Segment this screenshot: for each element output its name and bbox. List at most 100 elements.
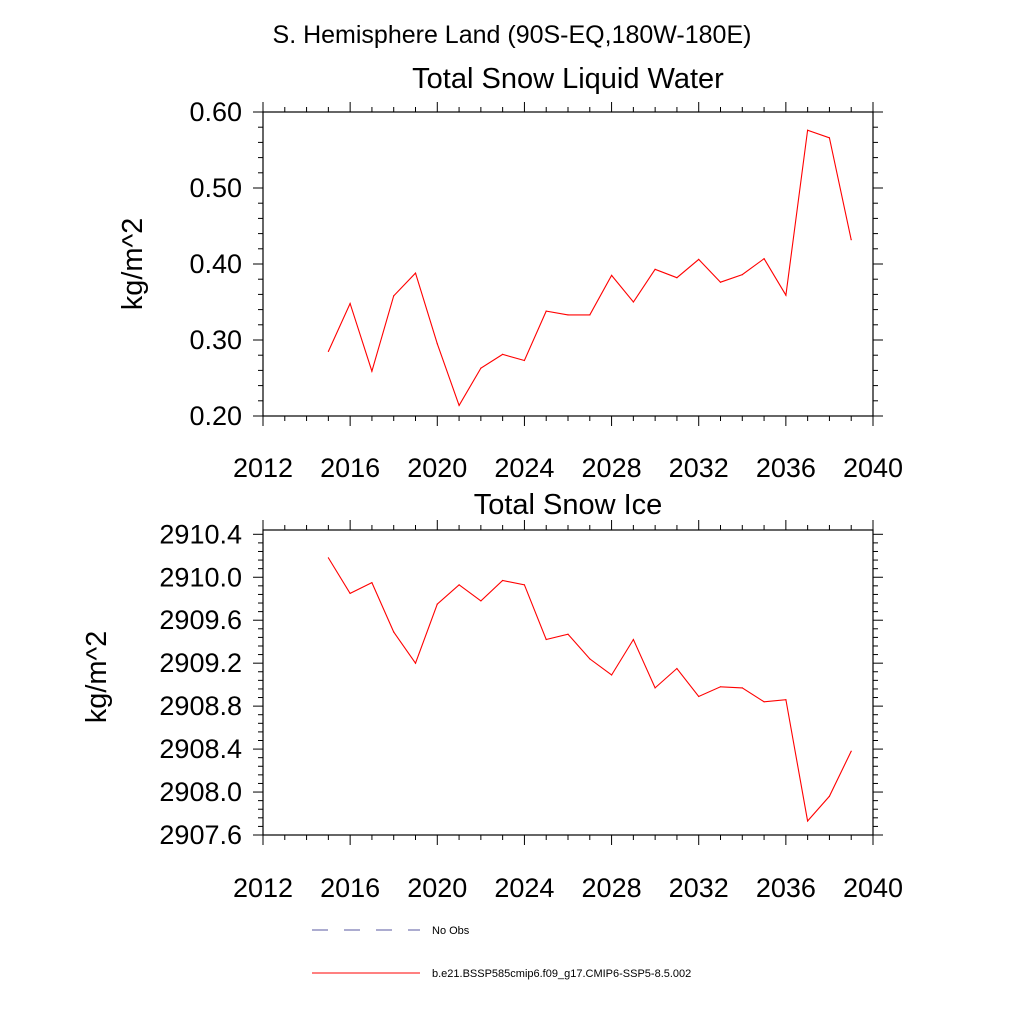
- panel-title: Total Snow Ice: [474, 489, 663, 521]
- x-tick-label: 2020: [407, 453, 467, 483]
- y-axis-label: kg/m^2: [81, 631, 113, 724]
- y-tick-label: 2908.4: [159, 734, 242, 764]
- series-layer: [327, 557, 852, 823]
- data-point: [828, 795, 831, 797]
- data-point: [414, 662, 417, 664]
- series-layer: [327, 129, 852, 407]
- y-tick-label: 2910.4: [159, 519, 242, 549]
- panel-snow-ice: Total Snow Ice kg/m^2 2012 2016 2020 2024 20…: [81, 489, 903, 903]
- y-tick-label: 2910.0: [159, 562, 242, 592]
- data-point: [611, 674, 613, 676]
- data-point: [436, 343, 438, 345]
- data-point: [327, 557, 329, 559]
- x-tick-label: 2012: [233, 453, 293, 483]
- x-tick-label: 2032: [669, 873, 729, 903]
- x-tick-label: 2036: [756, 453, 816, 483]
- x-tick-label: 2016: [320, 453, 380, 483]
- panel-title: Total Snow Liquid Water: [412, 63, 724, 95]
- data-point: [393, 631, 395, 633]
- data-point: [676, 667, 678, 670]
- x-tick-label: 2028: [582, 453, 642, 483]
- y-tick-label: 2907.6: [159, 820, 242, 850]
- axis-ticks: 2012 2016 2020 2024 2028 2032 2036 2040 0.20 0.30…: [189, 97, 903, 483]
- y-tick-label: 2908.8: [159, 691, 242, 721]
- x-tick-label: 2016: [320, 873, 380, 903]
- legend: No Obs b.e21.BSSP585cmip6.f09_g17.CMIP6-…: [312, 925, 691, 980]
- data-point: [327, 350, 329, 352]
- legend-label: b.e21.BSSP585cmip6.f09_g17.CMIP6-SSP5-8.…: [432, 968, 691, 980]
- data-point: [502, 353, 504, 355]
- data-point: [523, 359, 526, 362]
- data-point: [632, 301, 635, 303]
- data-point: [589, 658, 591, 660]
- data-point: [545, 638, 547, 641]
- x-tick-label: 2024: [494, 873, 554, 903]
- y-tick-label: 0.20: [189, 401, 242, 431]
- data-point: [611, 274, 613, 276]
- data-point: [763, 258, 765, 260]
- data-point: [632, 638, 635, 641]
- data-point: [828, 137, 831, 139]
- data-point: [785, 294, 787, 296]
- x-tick-label: 2012: [233, 873, 293, 903]
- data-point: [567, 633, 569, 635]
- data-point: [698, 695, 700, 698]
- y-tick-label: 0.30: [189, 325, 242, 355]
- data-point: [807, 820, 809, 822]
- y-tick-label: 2909.6: [159, 605, 242, 635]
- data-point: [523, 584, 526, 586]
- data-point: [349, 592, 351, 595]
- y-tick-label: 2908.0: [159, 777, 242, 807]
- legend-entry-obs: No Obs: [312, 925, 470, 937]
- data-point: [654, 268, 656, 270]
- plot-frame: [262, 111, 874, 417]
- data-point: [719, 686, 722, 688]
- data-point: [436, 603, 438, 605]
- y-tick-label: 0.50: [189, 173, 242, 203]
- legend-entry-model: b.e21.BSSP585cmip6.f09_g17.CMIP6-SSP5-8.…: [312, 968, 691, 980]
- data-point: [458, 404, 460, 406]
- x-tick-label: 2032: [669, 453, 729, 483]
- data-point: [502, 579, 504, 582]
- y-tick-label: 0.40: [189, 249, 242, 279]
- data-point: [414, 272, 417, 274]
- series-line: [327, 129, 852, 407]
- legend-label: No Obs: [432, 925, 470, 937]
- data-point: [741, 274, 743, 276]
- data-point: [654, 687, 656, 689]
- y-axis-label: kg/m^2: [117, 218, 149, 311]
- data-point: [545, 310, 547, 312]
- y-tick-label: 0.60: [189, 97, 242, 127]
- data-point: [763, 701, 765, 703]
- data-point: [719, 281, 722, 283]
- data-point: [741, 687, 743, 689]
- axis-ticks: 2012 2016 2020 2024 2028 2032 2036 2040 2907.6 29…: [159, 519, 903, 903]
- data-point: [480, 367, 482, 369]
- x-tick-label: 2040: [843, 453, 903, 483]
- data-point: [589, 314, 591, 316]
- data-point: [371, 582, 373, 584]
- data-point: [480, 600, 482, 602]
- plot-frame: [262, 529, 874, 836]
- data-point: [807, 129, 809, 131]
- y-tick-label: 2909.2: [159, 648, 242, 678]
- data-point: [349, 302, 351, 305]
- data-point: [458, 584, 460, 586]
- data-point: [371, 370, 373, 372]
- data-point: [850, 239, 852, 241]
- panel-snow-liquid-water: Total Snow Liquid Water kg/m^2 2012 2016 2…: [117, 63, 903, 483]
- x-tick-label: 2024: [494, 453, 554, 483]
- data-point: [785, 699, 787, 701]
- data-point: [698, 258, 700, 260]
- data-point: [676, 277, 678, 279]
- x-tick-label: 2036: [756, 873, 816, 903]
- figure-suptitle: S. Hemisphere Land (90S-EQ,180W-180E): [273, 21, 752, 49]
- series-line: [327, 557, 852, 823]
- data-point: [393, 295, 395, 297]
- data-point: [850, 750, 852, 752]
- x-tick-label: 2040: [843, 873, 903, 903]
- data-point: [567, 314, 569, 316]
- x-tick-label: 2020: [407, 873, 467, 903]
- x-tick-label: 2028: [582, 873, 642, 903]
